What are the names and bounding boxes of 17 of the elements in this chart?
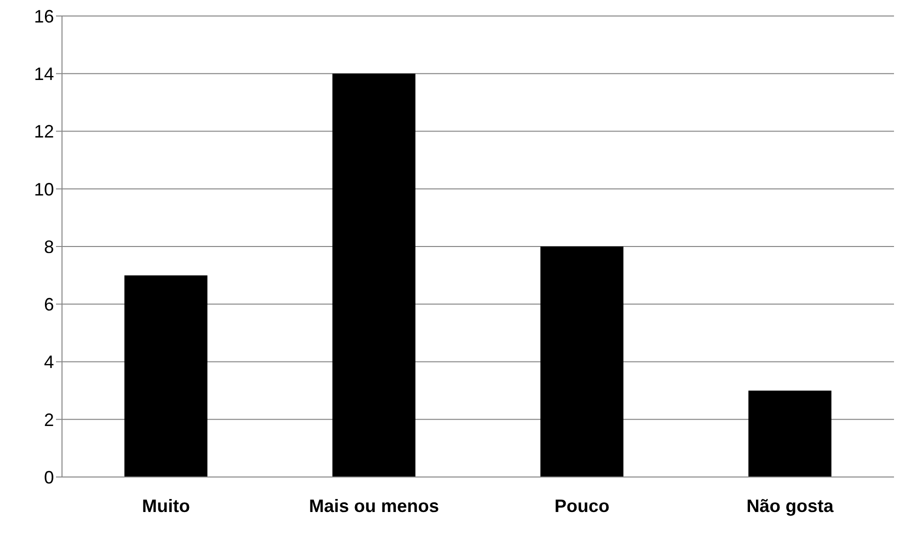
bar (540, 246, 624, 477)
bar (332, 74, 416, 477)
y-tick-label: 12 (34, 122, 54, 142)
bar (124, 275, 208, 477)
y-tick-label: 16 (34, 6, 54, 26)
bar (748, 390, 832, 477)
x-tick-label: Muito (142, 496, 190, 516)
y-tick-label: 8 (44, 236, 54, 257)
y-tick-label: 0 (44, 467, 54, 488)
y-tick-label: 6 (44, 294, 54, 315)
y-tick-label: 2 (44, 410, 54, 430)
x-tick-label: Pouco (554, 496, 610, 516)
x-tick-label: Mais ou menos (308, 496, 440, 516)
y-tick-label: 4 (44, 352, 54, 372)
x-tick-label: Não gosta (746, 496, 834, 516)
y-tick-label: 10 (34, 179, 54, 200)
y-tick-label: 14 (34, 64, 54, 84)
